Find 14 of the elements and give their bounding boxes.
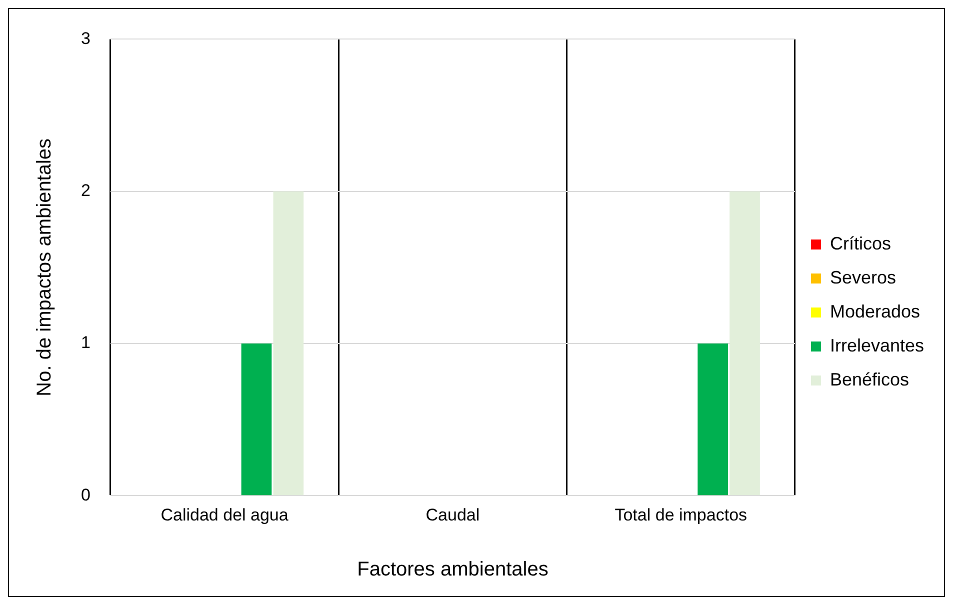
legend-label: Severos [830,267,896,288]
y-tick-label: 0 [80,485,90,504]
y-tick-label: 1 [80,333,90,352]
y-tick-label: 2 [80,181,90,200]
x-tick-label: Calidad del agua [160,505,289,524]
legend-label: Irrelevantes [830,335,924,356]
x-tick-label: Caudal [426,505,480,524]
x-axis-title: Factores ambientales [357,558,548,581]
legend-label: Críticos [830,233,891,254]
legend-label: Moderados [830,301,920,322]
x-tick-label: Total de impactos [614,505,748,524]
legend-label: Benéficos [830,369,910,390]
y-axis-title: No. de impactos ambientales [34,138,56,396]
y-tick-label: 3 [80,28,90,48]
